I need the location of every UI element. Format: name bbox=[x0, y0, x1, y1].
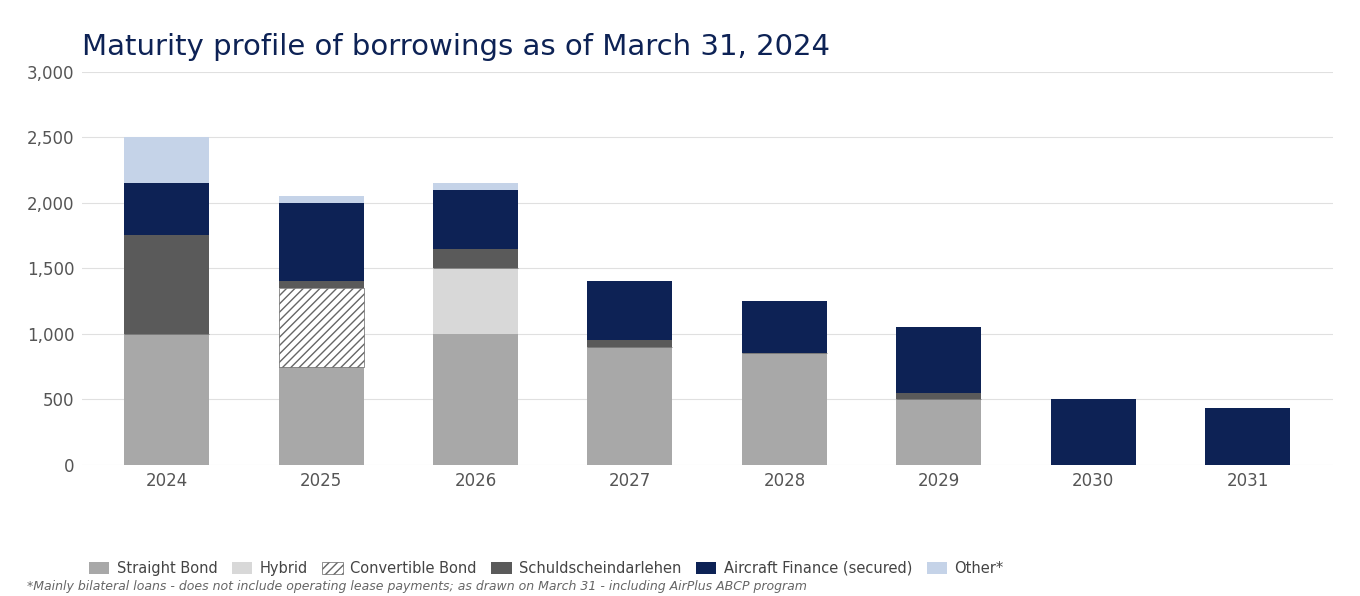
Bar bbox=[124, 183, 209, 235]
Bar bbox=[124, 334, 209, 465]
Bar bbox=[1205, 408, 1291, 465]
Bar bbox=[432, 190, 518, 249]
Text: *Mainly bilateral loans - does not include operating lease payments; as drawn on: *Mainly bilateral loans - does not inclu… bbox=[27, 580, 806, 593]
Bar bbox=[588, 281, 672, 340]
Bar bbox=[279, 196, 363, 203]
Bar bbox=[432, 268, 518, 334]
Bar bbox=[279, 203, 363, 281]
Text: Maturity profile of borrowings as of March 31, 2024: Maturity profile of borrowings as of Mar… bbox=[82, 33, 830, 61]
Bar bbox=[1051, 399, 1136, 465]
Bar bbox=[896, 399, 982, 465]
Bar bbox=[432, 183, 518, 190]
Bar bbox=[896, 393, 982, 399]
Bar bbox=[432, 249, 518, 268]
Bar bbox=[588, 340, 672, 347]
Bar bbox=[279, 288, 363, 367]
Bar bbox=[743, 301, 827, 353]
Bar bbox=[743, 353, 827, 465]
Bar bbox=[432, 334, 518, 465]
Legend: Straight Bond, Hybrid, Convertible Bond, Schuldscheindarlehen, Aircraft Finance : Straight Bond, Hybrid, Convertible Bond,… bbox=[88, 561, 1004, 576]
Bar bbox=[588, 347, 672, 465]
Bar bbox=[124, 235, 209, 334]
Bar bbox=[279, 281, 363, 288]
Bar bbox=[896, 327, 982, 393]
Bar bbox=[124, 137, 209, 183]
Bar bbox=[279, 367, 363, 465]
